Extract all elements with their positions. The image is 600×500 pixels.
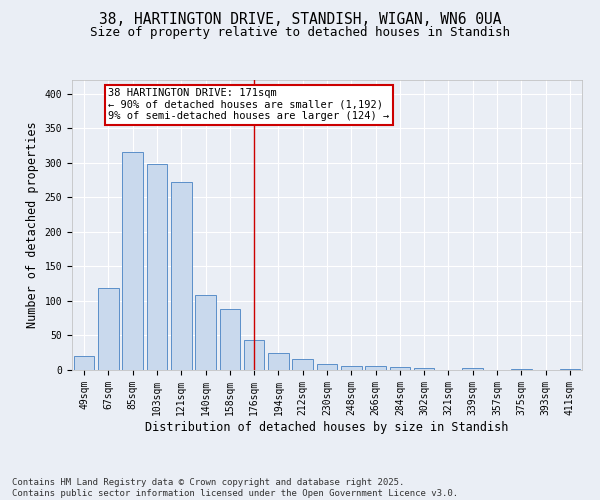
Bar xyxy=(389,366,410,370)
Text: Size of property relative to detached houses in Standish: Size of property relative to detached ho… xyxy=(90,26,510,39)
Bar xyxy=(146,164,167,370)
Text: 38, HARTINGTON DRIVE, STANDISH, WIGAN, WN6 0UA: 38, HARTINGTON DRIVE, STANDISH, WIGAN, W… xyxy=(99,12,501,28)
Bar xyxy=(268,352,289,370)
Bar xyxy=(195,294,216,370)
Text: Contains HM Land Registry data © Crown copyright and database right 2025.
Contai: Contains HM Land Registry data © Crown c… xyxy=(12,478,458,498)
Bar xyxy=(98,288,119,370)
Bar xyxy=(220,308,240,370)
Bar xyxy=(365,366,386,370)
X-axis label: Distribution of detached houses by size in Standish: Distribution of detached houses by size … xyxy=(145,420,509,434)
Bar xyxy=(244,340,265,370)
Bar xyxy=(292,359,313,370)
Bar xyxy=(414,368,434,370)
Bar xyxy=(511,368,532,370)
Bar xyxy=(317,364,337,370)
Bar xyxy=(74,356,94,370)
Y-axis label: Number of detached properties: Number of detached properties xyxy=(26,122,39,328)
Bar xyxy=(463,368,483,370)
Bar xyxy=(122,152,143,370)
Bar xyxy=(341,366,362,370)
Bar xyxy=(171,182,191,370)
Text: 38 HARTINGTON DRIVE: 171sqm
← 90% of detached houses are smaller (1,192)
9% of s: 38 HARTINGTON DRIVE: 171sqm ← 90% of det… xyxy=(109,88,389,122)
